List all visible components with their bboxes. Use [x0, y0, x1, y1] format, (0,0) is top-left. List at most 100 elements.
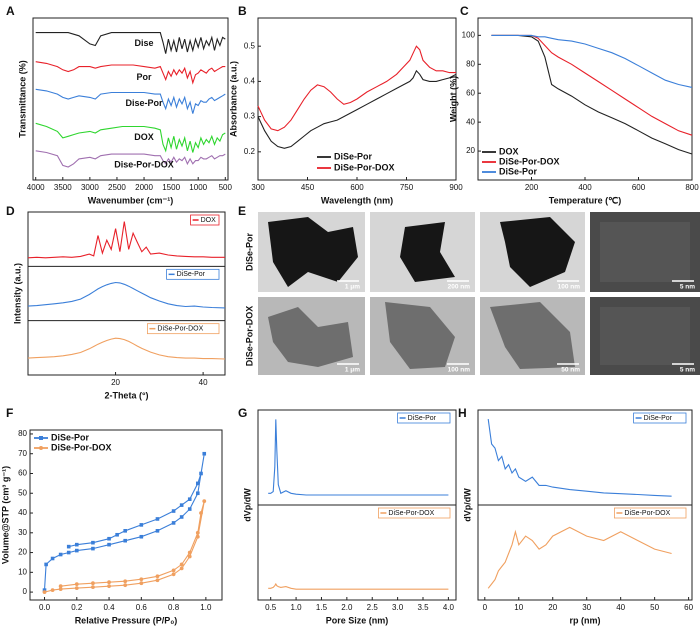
x-tick-label: 2500: [108, 183, 126, 192]
x-tick-label: 0.5: [265, 603, 277, 612]
point: [123, 583, 128, 588]
point: [74, 582, 79, 587]
point: [155, 578, 160, 583]
plot-frame: [32, 17, 229, 181]
point: [50, 588, 55, 593]
y-tick-label: 10: [18, 567, 27, 576]
y-tick-label: 40: [466, 117, 475, 126]
point: [171, 572, 176, 577]
point: [91, 546, 95, 551]
micrograph: 50 nm: [480, 297, 585, 375]
y-tick-label: 20: [466, 146, 475, 155]
point: [74, 548, 79, 553]
point: [187, 550, 192, 555]
x-tick-label: 30: [582, 603, 591, 612]
legend-label: DiSe-Por-DOX: [388, 510, 434, 517]
series-line: [35, 122, 226, 153]
legend-box: [166, 268, 220, 280]
panel-letter: C: [460, 4, 469, 18]
point: [179, 566, 184, 571]
series-line: [44, 501, 205, 593]
point: [195, 481, 200, 486]
y-axis-label: Volume@STP (cm³ g⁻¹): [0, 466, 10, 564]
point: [171, 568, 176, 573]
legend-label: DOX: [499, 146, 519, 156]
x-tick-label: 400: [578, 183, 592, 192]
point: [195, 491, 200, 496]
point: [107, 580, 111, 585]
x-tick-label: 2.0: [341, 603, 353, 612]
x-tick-label: 20: [548, 603, 557, 612]
x-tick-label: 0.6: [136, 603, 148, 612]
point: [74, 586, 79, 591]
point: [58, 587, 63, 592]
point: [139, 581, 144, 586]
point: [139, 523, 144, 527]
lattice: [600, 222, 690, 282]
point: [195, 534, 200, 539]
series-label: Por: [137, 72, 153, 82]
x-tick-label: 200: [525, 183, 539, 192]
point: [74, 542, 79, 547]
x-tick-label: 1.0: [291, 603, 303, 612]
legend-label: DiSe-Por: [499, 166, 538, 176]
point: [50, 556, 55, 561]
x-tick-label: 50: [650, 603, 659, 612]
x-axis-label: 2-Theta (°): [104, 390, 148, 400]
particle: [268, 307, 353, 367]
point: [91, 585, 95, 590]
panel-letter: A: [6, 4, 15, 18]
legend-marker: [39, 446, 43, 450]
x-tick-label: 60: [684, 603, 693, 612]
y-tick-label: 0.5: [244, 41, 256, 50]
x-tick-label: 0: [483, 603, 488, 612]
legend-box: [397, 412, 451, 424]
x-tick-label: 300: [251, 183, 265, 192]
lattice: [600, 307, 690, 365]
series-line: [491, 34, 693, 88]
point: [199, 511, 203, 515]
y-tick-label: 40: [18, 508, 27, 517]
micrograph: 1 μm: [258, 212, 365, 292]
point: [202, 451, 207, 456]
point: [91, 540, 95, 545]
plot-frame: [27, 211, 226, 376]
x-tick-label: 600: [350, 183, 364, 192]
x-axis-label: rp (nm): [570, 615, 601, 625]
point: [195, 530, 200, 535]
series-line: [35, 61, 226, 85]
point: [187, 497, 192, 501]
y-tick-label: 0.4: [244, 77, 256, 86]
y-tick-label: 80: [466, 59, 475, 68]
x-tick-label: 4.0: [443, 603, 455, 612]
point: [91, 581, 95, 586]
point: [58, 552, 63, 557]
x-tick-label: 1.0: [200, 603, 212, 612]
legend-box: [633, 412, 687, 424]
point: [107, 542, 111, 547]
x-tick-label: 0.4: [103, 603, 115, 612]
particle: [385, 302, 455, 369]
point: [155, 574, 160, 579]
legend-label: DiSe-Por: [644, 415, 673, 422]
legend-label: DiSe-Por-DOX: [499, 156, 560, 166]
y-tick-label: 20: [18, 548, 27, 557]
y-axis-label: Absorbance (a.u.): [228, 61, 238, 137]
legend-label: DiSe-Por: [408, 415, 437, 422]
legend-label: DiSe-Por-DOX: [51, 442, 112, 452]
panel-letter: B: [238, 4, 247, 18]
x-tick-label: 800: [685, 183, 699, 192]
particle: [500, 217, 575, 287]
legend-marker: [39, 436, 43, 440]
particle: [400, 222, 455, 282]
panel-letter: G: [238, 406, 247, 420]
point: [171, 521, 176, 525]
x-tick-label: 750: [400, 183, 414, 192]
series-line: [27, 281, 226, 309]
scale-bar-label: 5 nm: [680, 367, 695, 374]
x-tick-label: 3.5: [417, 603, 429, 612]
legend-label: DiSe-Por-DOX: [334, 162, 395, 172]
scale-bar-label: 100 nm: [448, 367, 471, 374]
x-tick-label: 40: [199, 378, 208, 387]
point: [179, 562, 184, 567]
